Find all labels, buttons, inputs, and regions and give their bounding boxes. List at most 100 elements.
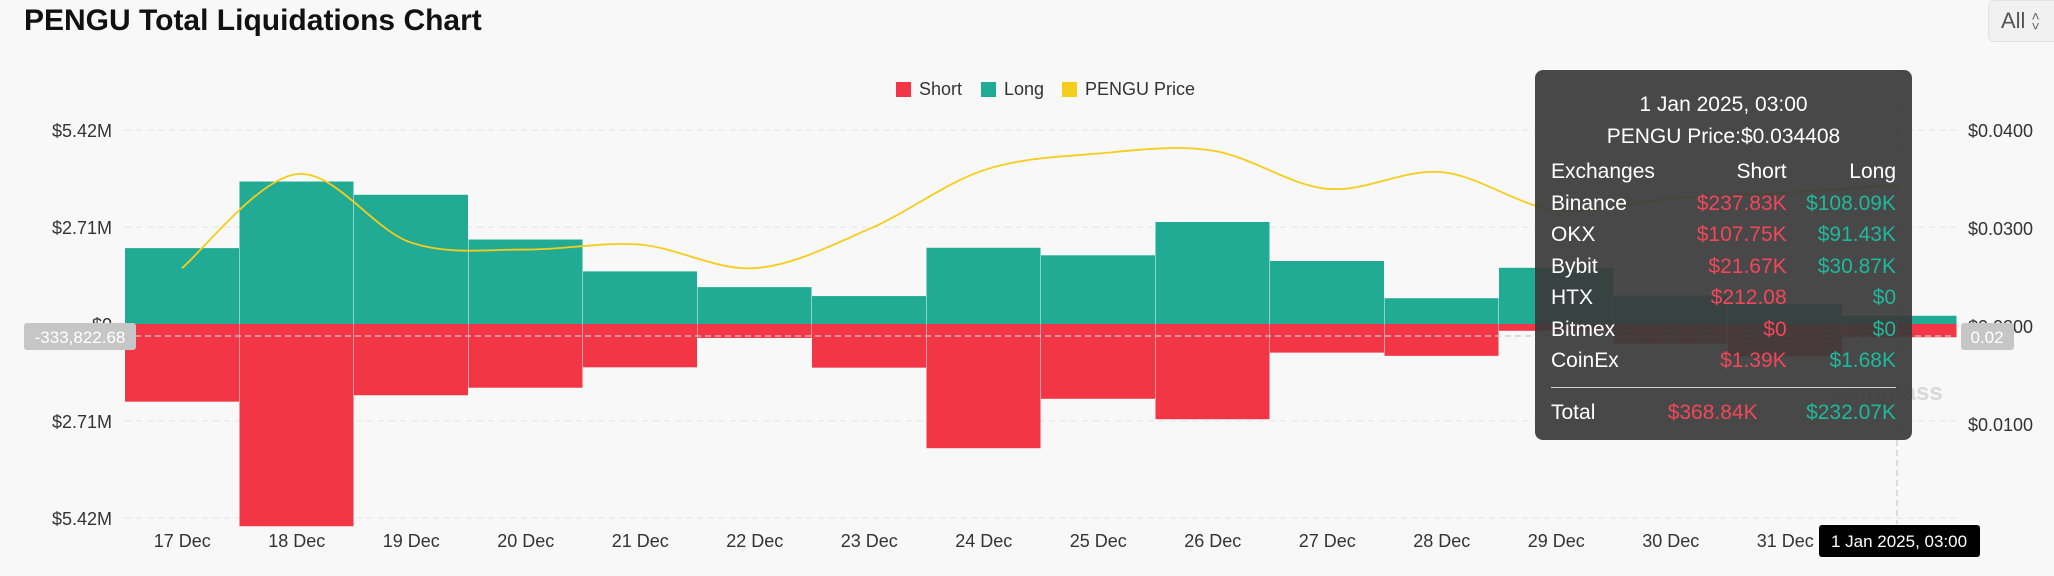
tooltip-total-table: Total $368.84K $232.07K bbox=[1551, 396, 1896, 430]
x-tick-label: 18 Dec bbox=[268, 531, 325, 551]
tooltip-exchange-table: Exchanges Short Long Binance $237.83K $108… bbox=[1551, 156, 1896, 377]
x-tick-label: 21 Dec bbox=[612, 531, 669, 551]
short-bar bbox=[468, 324, 583, 388]
x-tick-label: 30 Dec bbox=[1642, 531, 1699, 551]
long-bar bbox=[812, 296, 926, 324]
tooltip-long-value: $0 bbox=[1872, 317, 1896, 341]
tooltip-price-value: $0.034408 bbox=[1740, 125, 1841, 148]
short-bar bbox=[697, 324, 812, 338]
short-bar bbox=[125, 324, 239, 402]
long-bar bbox=[583, 271, 697, 324]
tooltip-short-value: $1.39K bbox=[1720, 349, 1787, 372]
long-bar bbox=[354, 194, 468, 324]
tooltip-price: PENGU Price:$0.034408 bbox=[1551, 122, 1896, 152]
tooltip-short-value: $212.08 bbox=[1710, 286, 1787, 309]
tooltip-long-value: $0 bbox=[1872, 286, 1896, 309]
chart-tooltip: 1 Jan 2025, 03:00 PENGU Price:$0.034408 … bbox=[1535, 70, 1912, 440]
tooltip-row: Bitmex $0 $0 bbox=[1551, 314, 1896, 346]
x-tick-label: 19 Dec bbox=[383, 531, 440, 551]
page-title: PENGU Total Liquidations Chart bbox=[24, 4, 482, 37]
crosshair-left-label: -333,822.68 bbox=[35, 328, 126, 347]
crosshair-x-badge bbox=[1819, 525, 1980, 557]
tooltip-header-short: Short bbox=[1736, 160, 1787, 183]
x-tick-label: 28 Dec bbox=[1413, 531, 1470, 551]
tooltip-header-long: Long bbox=[1849, 160, 1896, 183]
crosshair-right-label: 0.02 bbox=[1970, 328, 2003, 347]
short-bar bbox=[354, 324, 468, 396]
tooltip-short-value: $237.83K bbox=[1696, 191, 1787, 215]
tooltip-short-value: $21.67K bbox=[1708, 254, 1787, 278]
tooltip-header-exchanges: Exchanges bbox=[1551, 160, 1655, 183]
tooltip-date: 1 Jan 2025, 03:00 bbox=[1639, 93, 1808, 116]
crosshair-left-badge bbox=[24, 323, 136, 350]
legend-label: Short bbox=[919, 79, 962, 99]
tooltip-row: OKX $107.75K $91.43K bbox=[1551, 219, 1896, 251]
x-tick-label: 26 Dec bbox=[1184, 531, 1241, 551]
short-bar bbox=[812, 324, 926, 368]
tooltip-exchange: Bitmex bbox=[1551, 317, 1616, 341]
tooltip-exchange: CoinEx bbox=[1551, 349, 1619, 372]
y-tick-label-left: $5.42M bbox=[52, 121, 112, 141]
long-bar bbox=[1041, 255, 1155, 324]
long-bar bbox=[468, 239, 583, 324]
y-tick-label-left: $5.42M bbox=[52, 509, 112, 529]
legend-swatch bbox=[896, 82, 911, 97]
legend-swatch bbox=[981, 82, 996, 97]
y-tick-label-right: $0.0400 bbox=[1968, 121, 2033, 141]
tooltip-price-label: PENGU Price: bbox=[1606, 125, 1741, 148]
short-bar bbox=[926, 324, 1041, 449]
tooltip-row: HTX $212.08 $0 bbox=[1551, 282, 1896, 314]
tooltip-total-row: Total $368.84K $232.07K bbox=[1551, 396, 1896, 430]
tooltip-total-short: $368.84K bbox=[1667, 400, 1758, 424]
tooltip-long-value: $30.87K bbox=[1817, 254, 1896, 278]
long-bar bbox=[125, 248, 239, 324]
chart-bars bbox=[125, 181, 1957, 527]
long-bar bbox=[1384, 298, 1499, 324]
x-tick-label: 25 Dec bbox=[1070, 531, 1127, 551]
long-bar bbox=[239, 181, 354, 324]
long-bar bbox=[1270, 261, 1384, 324]
tooltip-exchange: Bybit bbox=[1551, 254, 1598, 278]
y-tick-label-left: $2.71M bbox=[52, 412, 112, 432]
crosshair-x-label: 1 Jan 2025, 03:00 bbox=[1831, 532, 1967, 551]
time-range-value: All bbox=[2001, 8, 2026, 33]
x-tick-label: 17 Dec bbox=[154, 531, 211, 551]
short-bar bbox=[239, 324, 354, 527]
short-bar bbox=[1041, 324, 1155, 399]
legend-label: Long bbox=[1004, 79, 1044, 99]
chevron-updown-icon: ˄ ˅ bbox=[2031, 8, 2040, 34]
x-tick-label: 22 Dec bbox=[726, 531, 783, 551]
y-tick-label-right: $0.0100 bbox=[1968, 415, 2033, 435]
time-range-select[interactable]: All ˄ ˅ bbox=[1988, 0, 2054, 42]
long-bar bbox=[926, 247, 1041, 324]
short-bar bbox=[1384, 324, 1499, 356]
tooltip-exchange: HTX bbox=[1551, 286, 1593, 309]
tooltip-long-value: $91.43K bbox=[1817, 223, 1896, 246]
x-tick-label: 29 Dec bbox=[1528, 531, 1585, 551]
tooltip-row: CoinEx $1.39K $1.68K bbox=[1551, 345, 1896, 377]
tooltip-row: Bybit $21.67K $30.87K bbox=[1551, 251, 1896, 283]
tooltip-header-row: Exchanges Short Long bbox=[1551, 156, 1896, 188]
y-tick-label-right: $0.0300 bbox=[1968, 219, 2033, 239]
tooltip-short-value: $107.75K bbox=[1696, 223, 1787, 246]
legend-label: PENGU Price bbox=[1085, 79, 1195, 99]
tooltip-long-value: $108.09K bbox=[1806, 191, 1896, 215]
long-bar bbox=[1155, 221, 1270, 324]
tooltip-row: Binance $237.83K $108.09K bbox=[1551, 188, 1896, 220]
tooltip-exchange: Binance bbox=[1551, 191, 1627, 215]
x-tick-label: 20 Dec bbox=[497, 531, 554, 551]
short-bar bbox=[1155, 324, 1270, 420]
x-tick-label: 31 Dec bbox=[1757, 531, 1814, 551]
tooltip-short-value: $0 bbox=[1763, 317, 1787, 341]
short-bar bbox=[583, 324, 697, 368]
tooltip-long-value: $1.68K bbox=[1829, 349, 1896, 372]
crosshair-right-badge bbox=[1961, 323, 2014, 350]
tooltip-divider bbox=[1551, 386, 1896, 388]
legend-swatch bbox=[1062, 82, 1077, 97]
tooltip-total-long: $232.07K bbox=[1806, 400, 1896, 424]
tooltip-exchange: OKX bbox=[1551, 223, 1596, 246]
y-tick-label-left: $2.71M bbox=[52, 218, 112, 238]
x-tick-label: 24 Dec bbox=[955, 531, 1012, 551]
tooltip-total-label: Total bbox=[1551, 400, 1596, 424]
x-tick-label: 23 Dec bbox=[841, 531, 898, 551]
